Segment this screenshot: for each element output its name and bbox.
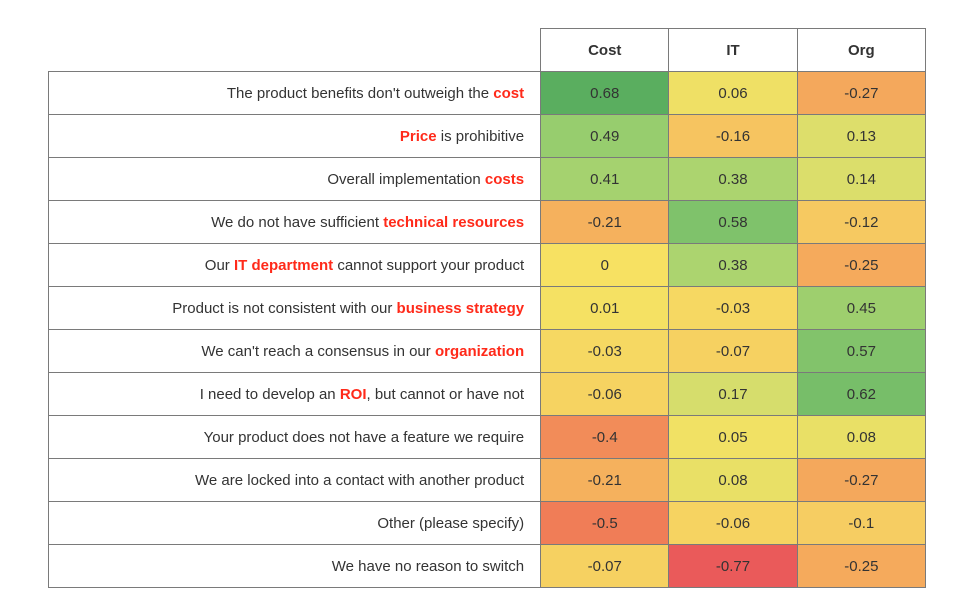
row-label: Price is prohibitive bbox=[49, 115, 541, 158]
row-label-text: We have no reason to switch bbox=[332, 558, 524, 575]
row-label-text: Overall implementation bbox=[327, 171, 485, 188]
row-label-text: is prohibitive bbox=[437, 128, 525, 145]
row-label: Other (please specify) bbox=[49, 502, 541, 545]
row-label-highlight: organization bbox=[435, 343, 524, 360]
table-row: Other (please specify) -0.5-0.06-0.1 bbox=[49, 502, 926, 545]
row-label-highlight: costs bbox=[485, 171, 524, 188]
table-body: The product benefits don't outweigh the … bbox=[49, 72, 926, 588]
heatmap-cell: -0.03 bbox=[669, 287, 797, 330]
heatmap-cell: 0.58 bbox=[669, 201, 797, 244]
col-header-org: Org bbox=[797, 29, 925, 72]
row-label: Your product does not have a feature we … bbox=[49, 416, 541, 459]
row-label-text: We do not have sufficient bbox=[211, 214, 383, 231]
heatmap-cell: 0.38 bbox=[669, 244, 797, 287]
row-label-highlight: IT department bbox=[234, 257, 333, 274]
heatmap-cell: -0.5 bbox=[541, 502, 669, 545]
row-label-text: I need to develop an bbox=[200, 386, 340, 403]
row-label: We do not have sufficient technical reso… bbox=[49, 201, 541, 244]
heatmap-cell: 0.41 bbox=[541, 158, 669, 201]
heatmap-cell: -0.4 bbox=[541, 416, 669, 459]
row-label-highlight: technical resources bbox=[383, 214, 524, 231]
heatmap-cell: 0.14 bbox=[797, 158, 925, 201]
row-label-highlight: Price bbox=[400, 128, 437, 145]
heatmap-cell: 0.38 bbox=[669, 158, 797, 201]
row-label-highlight: ROI bbox=[340, 386, 367, 403]
heatmap-cell: -0.77 bbox=[669, 545, 797, 588]
heatmap-cell: 0.17 bbox=[669, 373, 797, 416]
heatmap-cell: -0.12 bbox=[797, 201, 925, 244]
table-row: We have no reason to switch -0.07-0.77-0.… bbox=[49, 545, 926, 588]
row-label-text: The product benefits don't outweigh the bbox=[227, 85, 493, 102]
heatmap-cell: -0.25 bbox=[797, 244, 925, 287]
heatmap-cell: 0.01 bbox=[541, 287, 669, 330]
table-row: Price is prohibitive0.49-0.160.13 bbox=[49, 115, 926, 158]
table-row: Our IT department cannot support your pr… bbox=[49, 244, 926, 287]
heatmap-cell: -0.27 bbox=[797, 72, 925, 115]
table-row: The product benefits don't outweigh the … bbox=[49, 72, 926, 115]
heatmap-cell: 0.45 bbox=[797, 287, 925, 330]
heatmap-cell: 0.05 bbox=[669, 416, 797, 459]
row-label: We can't reach a consensus in our organi… bbox=[49, 330, 541, 373]
row-label: We are locked into a contact with anothe… bbox=[49, 459, 541, 502]
row-label-text: Our bbox=[205, 257, 234, 274]
heatmap-table: Cost IT Org The product benefits don't o… bbox=[48, 28, 926, 588]
table-row: Overall implementation costs0.410.380.14 bbox=[49, 158, 926, 201]
row-label-highlight: business strategy bbox=[397, 300, 525, 317]
heatmap-cell: 0 bbox=[541, 244, 669, 287]
col-header-it: IT bbox=[669, 29, 797, 72]
heatmap-cell: -0.07 bbox=[669, 330, 797, 373]
table-header: Cost IT Org bbox=[49, 29, 926, 72]
row-label: Product is not consistent with our busin… bbox=[49, 287, 541, 330]
heatmap-cell: 0.68 bbox=[541, 72, 669, 115]
heatmap-cell: 0.57 bbox=[797, 330, 925, 373]
table-row: Your product does not have a feature we … bbox=[49, 416, 926, 459]
table-row: We can't reach a consensus in our organi… bbox=[49, 330, 926, 373]
heatmap-cell: 0.08 bbox=[669, 459, 797, 502]
row-label: The product benefits don't outweigh the … bbox=[49, 72, 541, 115]
row-label-text: Other (please specify) bbox=[377, 515, 524, 532]
blank-corner bbox=[49, 29, 541, 72]
row-label-text: We are locked into a contact with anothe… bbox=[195, 472, 524, 489]
table-row: We are locked into a contact with anothe… bbox=[49, 459, 926, 502]
table-row: Product is not consistent with our busin… bbox=[49, 287, 926, 330]
heatmap-cell: -0.25 bbox=[797, 545, 925, 588]
row-label-text: , but cannot or have not bbox=[366, 386, 524, 403]
row-label: Overall implementation costs bbox=[49, 158, 541, 201]
row-label-text: Product is not consistent with our bbox=[172, 300, 396, 317]
heatmap-cell: -0.21 bbox=[541, 459, 669, 502]
heatmap-cell: -0.16 bbox=[669, 115, 797, 158]
col-header-cost: Cost bbox=[541, 29, 669, 72]
table-row: I need to develop an ROI, but cannot or … bbox=[49, 373, 926, 416]
row-label: We have no reason to switch bbox=[49, 545, 541, 588]
heatmap-cell: 0.08 bbox=[797, 416, 925, 459]
heatmap-cell: 0.13 bbox=[797, 115, 925, 158]
heatmap-cell: -0.21 bbox=[541, 201, 669, 244]
table-row: We do not have sufficient technical reso… bbox=[49, 201, 926, 244]
row-label-text: cannot support your product bbox=[333, 257, 524, 274]
heatmap-cell: -0.1 bbox=[797, 502, 925, 545]
heatmap-cell: 0.62 bbox=[797, 373, 925, 416]
heatmap-cell: 0.06 bbox=[669, 72, 797, 115]
row-label-text: We can't reach a consensus in our bbox=[201, 343, 435, 360]
row-label-highlight: cost bbox=[493, 85, 524, 102]
heatmap-cell: -0.06 bbox=[669, 502, 797, 545]
heatmap-cell: 0.49 bbox=[541, 115, 669, 158]
heatmap-cell: -0.27 bbox=[797, 459, 925, 502]
heatmap-cell: -0.03 bbox=[541, 330, 669, 373]
row-label: I need to develop an ROI, but cannot or … bbox=[49, 373, 541, 416]
row-label-text: Your product does not have a feature we … bbox=[204, 429, 525, 446]
row-label: Our IT department cannot support your pr… bbox=[49, 244, 541, 287]
heatmap-cell: -0.06 bbox=[541, 373, 669, 416]
heatmap-cell: -0.07 bbox=[541, 545, 669, 588]
